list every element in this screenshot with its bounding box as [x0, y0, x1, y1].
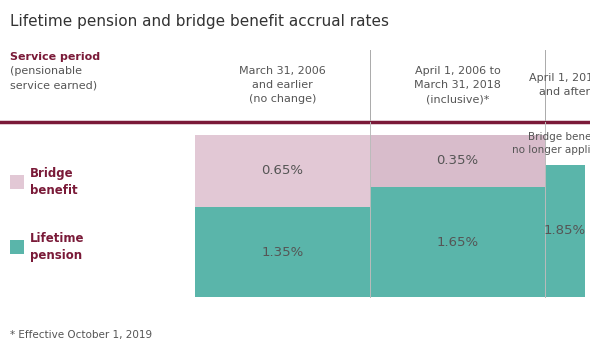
Bar	[10, 240, 24, 254]
Text: Bridge
benefit: Bridge benefit	[30, 167, 78, 197]
Bar	[370, 187, 545, 297]
Bar	[10, 175, 24, 189]
Text: 1.85%: 1.85%	[544, 225, 586, 237]
Text: Lifetime pension and bridge benefit accrual rates: Lifetime pension and bridge benefit accr…	[10, 14, 389, 29]
Bar	[370, 135, 545, 187]
Bar	[545, 165, 585, 297]
Text: 1.35%: 1.35%	[261, 246, 304, 258]
Text: 0.35%: 0.35%	[437, 154, 478, 168]
Text: (pensionable
service earned): (pensionable service earned)	[10, 66, 97, 90]
Text: March 31, 2006
and earlier
(no change): March 31, 2006 and earlier (no change)	[239, 66, 326, 104]
Bar	[195, 135, 370, 207]
Text: April 1, 2018
and after: April 1, 2018 and after	[529, 73, 590, 97]
Text: Lifetime
pension: Lifetime pension	[30, 232, 84, 262]
Text: 1.65%: 1.65%	[437, 236, 478, 248]
Bar	[195, 207, 370, 297]
Text: Bridge benefit
no longer applicable: Bridge benefit no longer applicable	[512, 132, 590, 155]
Text: 0.65%: 0.65%	[261, 164, 303, 178]
Text: Service period: Service period	[10, 52, 100, 62]
Text: April 1, 2006 to
March 31, 2018
(inclusive)*: April 1, 2006 to March 31, 2018 (inclusi…	[414, 66, 501, 104]
Text: * Effective October 1, 2019: * Effective October 1, 2019	[10, 330, 152, 340]
